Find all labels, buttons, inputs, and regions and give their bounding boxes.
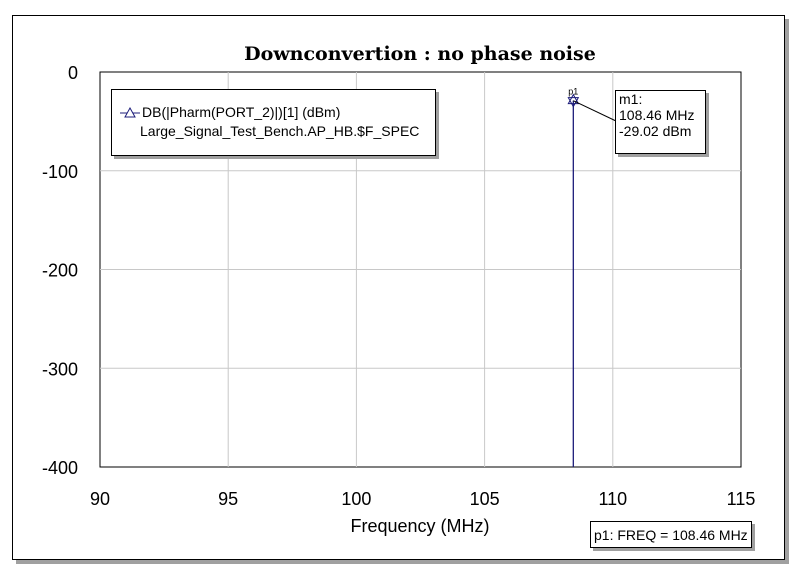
y-tick-label: -300 bbox=[42, 359, 78, 379]
x-tick-label: 90 bbox=[90, 489, 110, 509]
data-marker-triangle bbox=[567, 93, 580, 105]
triangle-icon bbox=[120, 107, 140, 119]
y-tick-label: 0 bbox=[68, 63, 78, 83]
chart-title: Downconvertion : no phase noise bbox=[244, 43, 596, 65]
x-tick-label: 95 bbox=[218, 489, 238, 509]
marker-name: m1: bbox=[619, 91, 643, 107]
x-tick-label: 115 bbox=[727, 489, 756, 509]
marker-x-value: 108.46 MHz bbox=[619, 107, 695, 123]
x-axis-label: Frequency (MHz) bbox=[350, 516, 489, 536]
marker-y-value: -29.02 dBm bbox=[619, 123, 692, 139]
tick-labels: 90 95 100 105 110 115 0 -100 -200 -300 -400 bbox=[42, 63, 755, 509]
legend-source: Large_Signal_Test_Bench.AP_HB.$F_SPEC bbox=[140, 123, 420, 139]
x-tick-label: 100 bbox=[341, 489, 371, 509]
y-tick-label: -200 bbox=[42, 261, 78, 281]
legend[interactable]: DB(|Pharm(PORT_2)|)[1] (dBm) Large_Signa… bbox=[111, 89, 436, 156]
marker-id-label: p1 bbox=[568, 87, 578, 97]
marker-readout: p1: FREQ = 108.46 MHz bbox=[590, 521, 752, 548]
marker-leader-line bbox=[573, 100, 617, 122]
marker-layer: p1 bbox=[567, 87, 617, 122]
y-tick-label: -100 bbox=[42, 162, 78, 182]
legend-series-name: DB(|Pharm(PORT_2)|)[1] (dBm) bbox=[142, 104, 341, 120]
legend-entry: DB(|Pharm(PORT_2)|)[1] (dBm) bbox=[120, 104, 340, 120]
marker-label[interactable]: m1: 108.46 MHz -29.02 dBm bbox=[615, 90, 706, 154]
x-tick-label: 105 bbox=[470, 489, 500, 509]
y-tick-label: -400 bbox=[42, 458, 78, 478]
x-tick-label: 110 bbox=[598, 489, 627, 509]
